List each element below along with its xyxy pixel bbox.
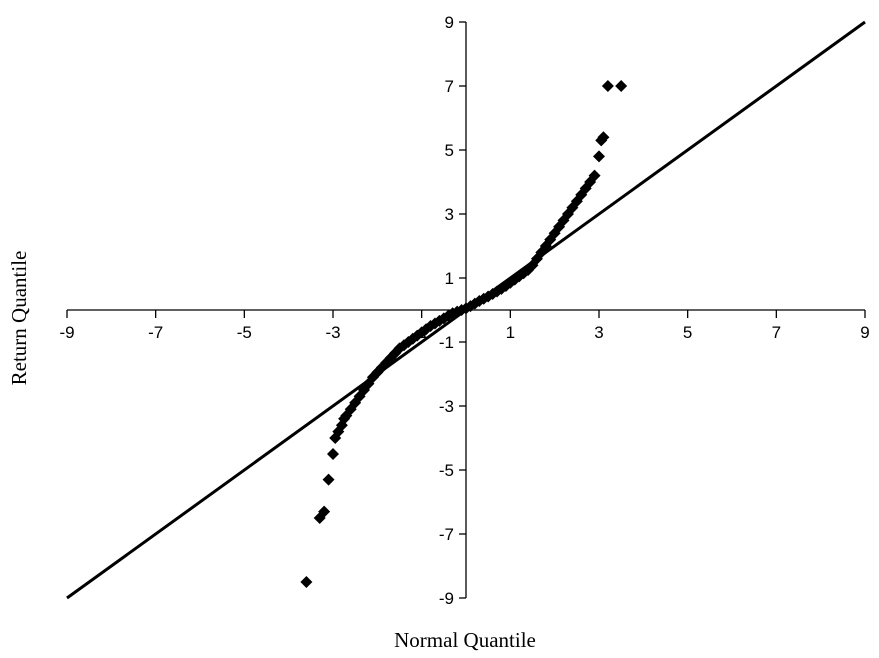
x-tick-label: -3	[325, 323, 340, 342]
x-tick-label: 5	[683, 323, 692, 342]
y-tick-label: 1	[445, 269, 454, 288]
y-tick-label: -7	[439, 525, 454, 544]
data-point	[597, 131, 610, 144]
data-point	[318, 505, 331, 518]
data-point	[593, 150, 605, 163]
y-tick-label: 7	[445, 77, 454, 96]
y-tick-label: 3	[445, 205, 454, 224]
data-point	[615, 80, 628, 92]
y-tick-label: -9	[439, 589, 454, 608]
data-points	[300, 80, 628, 588]
x-axis-title: Normal Quantile	[394, 628, 536, 652]
x-tick-label: -9	[59, 323, 74, 342]
y-tick-label: -3	[439, 397, 454, 416]
data-point	[327, 448, 339, 460]
data-point	[322, 473, 335, 486]
tick-labels: -9 -7 -5 -3 -1 1 3 5 7 9 9 7 5 3 1 -1 -3 -5 -7 -9	[59, 13, 869, 608]
y-tick-label: -5	[439, 461, 454, 480]
data-point	[588, 169, 601, 182]
x-tick-label: -5	[237, 323, 252, 342]
y-axis-title: Return Quantile	[7, 251, 31, 386]
x-tick-label: -1	[414, 323, 429, 342]
y-tick-label: 9	[445, 13, 454, 32]
y-tick-label: 5	[445, 141, 454, 160]
x-tick-label: 1	[506, 323, 515, 342]
x-tick-label: 3	[594, 323, 603, 342]
data-point	[601, 80, 614, 92]
x-tick-label: 7	[772, 323, 781, 342]
x-tick-label: 9	[860, 323, 869, 342]
x-tick-label: -7	[148, 323, 163, 342]
data-point	[300, 576, 313, 588]
y-tick-label: -1	[439, 333, 454, 352]
